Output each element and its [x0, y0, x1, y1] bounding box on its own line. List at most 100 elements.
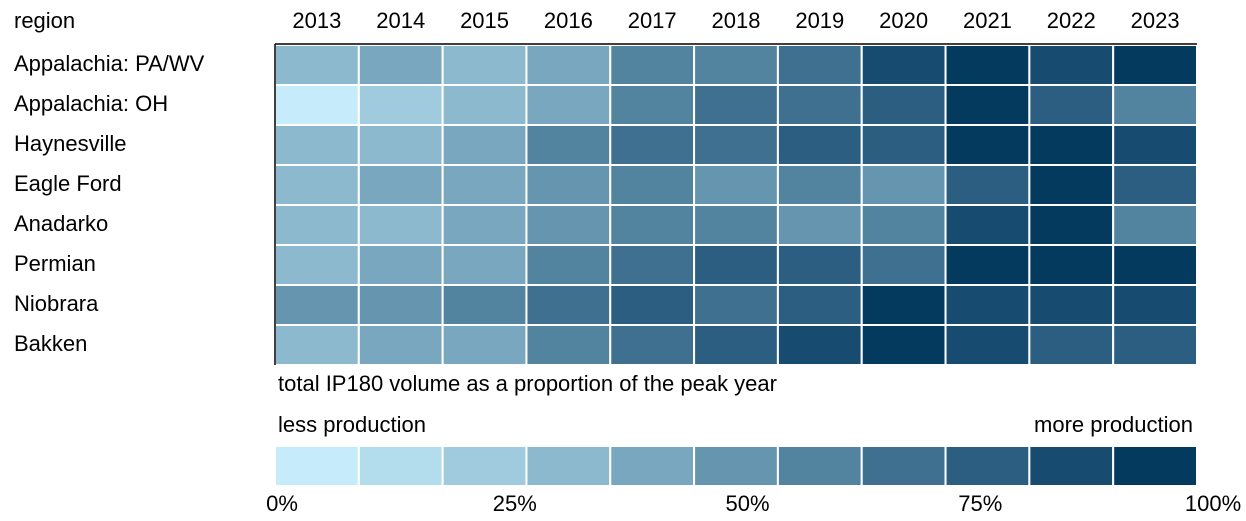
colorbar-tick-label: 75% [958, 491, 1002, 516]
colorbar-tick-label: 100% [1185, 491, 1241, 516]
row-label: Haynesville [14, 131, 127, 156]
heat-cell [693, 44, 779, 86]
colorbar-swatch [860, 445, 947, 487]
heat-cell [1028, 124, 1115, 166]
heat-cell [1028, 324, 1115, 366]
heat-cell [944, 204, 1031, 246]
heat-cell [860, 124, 947, 166]
column-label: 2018 [712, 8, 761, 33]
heat-cell [274, 124, 360, 166]
colorbar-swatch [1112, 445, 1198, 487]
heat-cell [609, 84, 696, 126]
heat-cell [441, 204, 528, 246]
colorbar-tick-label: 0% [266, 491, 298, 516]
heat-cell [776, 324, 863, 366]
heat-cell [609, 44, 696, 86]
heat-cell [1112, 244, 1198, 286]
heat-cell [441, 244, 528, 286]
heat-cell [776, 124, 863, 166]
heat-cell [1112, 124, 1198, 166]
heat-cell [860, 204, 947, 246]
heat-cell [860, 324, 947, 366]
colorbar-swatch [693, 445, 779, 487]
heat-cell [525, 84, 612, 126]
heat-cell [860, 244, 947, 286]
heat-cell [1028, 84, 1115, 126]
heat-cell [1028, 164, 1115, 206]
heat-cell [1028, 204, 1115, 246]
heat-cell [609, 164, 696, 206]
row-label: Anadarko [14, 211, 108, 236]
row-label: Niobrara [14, 291, 99, 316]
heat-cell [1112, 324, 1198, 366]
colorbar-tick-label: 50% [725, 491, 769, 516]
heat-cell [1112, 204, 1198, 246]
row-label: Eagle Ford [14, 171, 122, 196]
heat-cell [441, 124, 528, 166]
heat-cell [357, 44, 444, 86]
heat-cell [776, 204, 863, 246]
heat-cell [357, 284, 444, 326]
legend-high: more production [1034, 412, 1193, 437]
heat-cell [441, 324, 528, 366]
heat-cell [357, 164, 444, 206]
heat-cell [1112, 44, 1198, 86]
column-label: 2019 [795, 8, 844, 33]
heat-cell [357, 204, 444, 246]
heat-cell [860, 284, 947, 326]
column-label: 2020 [879, 8, 928, 33]
heat-cell [693, 124, 779, 166]
legend-low: less production [278, 412, 426, 437]
row-label: Bakken [14, 331, 87, 356]
heat-cell [441, 44, 528, 86]
heat-cell [776, 284, 863, 326]
column-label: 2015 [460, 8, 509, 33]
heat-cell [944, 164, 1031, 206]
heat-cell [693, 324, 779, 366]
column-label: 2016 [544, 8, 593, 33]
heat-cell [525, 164, 612, 206]
heat-cell [609, 124, 696, 166]
heat-cell [776, 244, 863, 286]
heat-cell [860, 44, 947, 86]
colorbar-swatch [525, 445, 612, 487]
heat-cell [525, 244, 612, 286]
heat-cell [776, 44, 863, 86]
heat-cell [776, 164, 863, 206]
row-label: Permian [14, 251, 96, 276]
heat-cell [944, 324, 1031, 366]
heat-cell [274, 204, 360, 246]
colorbar-swatch [609, 445, 696, 487]
heat-cell [860, 164, 947, 206]
row-header: region [14, 8, 75, 33]
heat-cell [274, 244, 360, 286]
heat-cell [274, 44, 360, 86]
heat-cell [525, 124, 612, 166]
column-label: 2022 [1047, 8, 1096, 33]
heat-cell [525, 324, 612, 366]
heat-cell [609, 204, 696, 246]
heat-cell [944, 44, 1031, 86]
column-label: 2013 [292, 8, 341, 33]
colorbar-tick-label: 25% [493, 491, 537, 516]
colorbar-swatch [357, 445, 444, 487]
heat-cell [441, 284, 528, 326]
heat-cell [274, 164, 360, 206]
heat-cell [693, 284, 779, 326]
colorbar-swatch [1028, 445, 1115, 487]
colorbar-swatch [441, 445, 528, 487]
row-label: Appalachia: PA/WV [14, 51, 205, 76]
heat-cell [525, 44, 612, 86]
heat-cell [944, 284, 1031, 326]
legend-title: total IP180 volume as a proportion of th… [278, 371, 777, 396]
colorbar-swatch [776, 445, 863, 487]
heat-cell [860, 84, 947, 126]
colorbar-swatch [944, 445, 1031, 487]
heat-cell [944, 84, 1031, 126]
heat-cell [1028, 284, 1115, 326]
heat-cell [357, 84, 444, 126]
heat-cell [441, 164, 528, 206]
heat-cell [357, 324, 444, 366]
heat-cell [1112, 284, 1198, 326]
